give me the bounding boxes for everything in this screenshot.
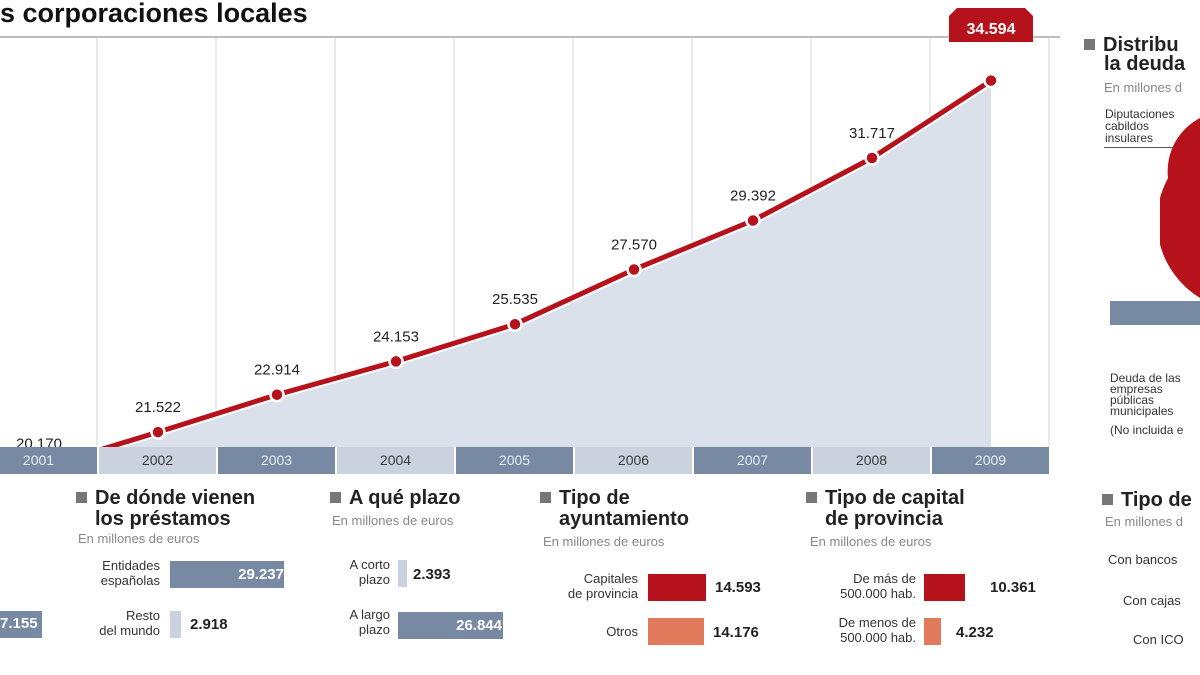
- prestamos-value-entidades: 29.237: [238, 566, 284, 583]
- data-label: 27.570: [611, 237, 657, 254]
- ayuntamiento-label-otros: Otros: [606, 624, 638, 639]
- capital-bar-menos: [924, 618, 941, 645]
- prestamos-label-resto: Resto del mundo: [99, 608, 160, 638]
- prestamos-bar-entidades: [170, 561, 284, 588]
- series-line: [100, 78, 993, 447]
- plazo-value-corto: 2.393: [413, 566, 451, 583]
- plazo-label-largo: A largo plazo: [349, 607, 390, 637]
- data-label: 29.392: [730, 188, 776, 205]
- data-label: 31.717: [849, 125, 895, 142]
- year-label: 2008: [813, 447, 930, 474]
- data-label: 24.153: [373, 328, 419, 345]
- data-point: [150, 424, 166, 440]
- bullet-square-icon: [806, 492, 817, 503]
- chart-top-rule: [0, 36, 1060, 38]
- bullet-square-icon: [1102, 494, 1113, 505]
- main-area-chart: 20.170 21.522 22.914 24.153 25.535 27.570 29.3…: [0, 8, 1050, 448]
- pie-slice: [1160, 118, 1200, 298]
- data-point: [745, 212, 761, 229]
- bullet-square-icon: [1084, 39, 1095, 50]
- bullet-square-icon: [330, 492, 341, 503]
- data-label: 21.522: [135, 399, 181, 416]
- plazo-label-corto: A corto plazo: [349, 557, 390, 587]
- year-label: 2007: [694, 447, 811, 474]
- capital-label-mas: De más de 500.000 hab.: [840, 571, 916, 601]
- ayuntamiento-bar-otros: [648, 618, 704, 645]
- panel-capital-subtitle: En millones de euros: [810, 534, 932, 549]
- right-bottom-row-bancos: Con bancos: [1108, 552, 1178, 567]
- capital-label-menos: De menos de 500.000 hab.: [838, 615, 916, 645]
- prestamos-label-entidades: Entidades españolas: [100, 558, 160, 588]
- capital-value-menos: 4.232: [956, 624, 994, 641]
- plazo-bar-corto: [398, 560, 407, 587]
- year-label: 2005: [456, 447, 573, 474]
- panel-capital-title: Tipo de capital de provincia: [806, 488, 965, 530]
- highlight-badge: [949, 8, 1033, 42]
- right-panel-pie: [1160, 118, 1200, 298]
- data-point: [626, 261, 642, 278]
- right-bottom-title: Tipo de: [1102, 490, 1192, 511]
- left-cut-value: 7.155: [0, 615, 38, 632]
- highlight-value: 34.594: [967, 21, 1016, 38]
- bullet-square-icon: [540, 492, 551, 503]
- bullet-square-icon: [76, 492, 87, 503]
- data-point: [983, 72, 999, 89]
- data-label: 22.914: [254, 362, 300, 379]
- panel-ayuntamiento-title: Tipo de ayuntamiento: [540, 488, 689, 530]
- capital-value-mas: 10.361: [990, 579, 1036, 596]
- right-panel-diputaciones-label: Diputaciones cabildos insulares: [1105, 107, 1175, 145]
- right-bottom-row-ico: Con ICO: [1133, 632, 1184, 647]
- right-panel-subtitle: En millones d: [1104, 80, 1183, 95]
- page-title: s corporaciones locales: [0, 0, 308, 28]
- year-label: 2001: [0, 447, 97, 474]
- year-label: 2003: [218, 447, 335, 474]
- data-point: [864, 150, 880, 166]
- panel-prestamos-title: De dónde vienen los préstamos: [76, 488, 255, 530]
- ayuntamiento-label-capitales: Capitales de provincia: [567, 571, 638, 601]
- year-label: 2002: [99, 447, 216, 474]
- right-panel-bar: [1110, 301, 1200, 325]
- data-label: 20.170: [16, 436, 62, 448]
- plazo-bar-largo: [398, 612, 503, 639]
- ayuntamiento-value-capitales: 14.593: [715, 579, 761, 596]
- year-label: 2004: [337, 447, 454, 474]
- data-label: 25.535: [492, 291, 538, 308]
- panel-plazo-title: A qué plazo: [330, 488, 460, 509]
- capital-bar-mas: [924, 574, 965, 601]
- data-point: [507, 316, 523, 332]
- right-panel-note: Deuda de las empresas públicas municipal…: [1110, 371, 1184, 437]
- year-label: 2009: [932, 447, 1049, 474]
- left-cut-bar: [0, 611, 42, 638]
- year-label: 2006: [575, 447, 692, 474]
- right-bottom-row-cajas: Con cajas: [1123, 593, 1181, 608]
- area-fill: [0, 80, 991, 447]
- right-panel-leader-line: [1104, 147, 1182, 148]
- right-bottom-subtitle: En millones d: [1105, 514, 1184, 529]
- right-panel-title: Distribu la deuda: [1084, 35, 1185, 74]
- ayuntamiento-bar-capitales: [648, 574, 706, 601]
- prestamos-bar-resto: [170, 611, 181, 638]
- year-axis: 2001 2002 2003 2004 2005 2006 2007 2008 2009: [0, 447, 1051, 474]
- panel-ayuntamiento-subtitle: En millones de euros: [543, 534, 665, 549]
- panel-prestamos-subtitle: En millones de euros: [78, 531, 200, 546]
- data-point: [388, 353, 404, 370]
- data-point: [269, 386, 285, 403]
- panel-plazo-subtitle: En millones de euros: [332, 513, 454, 528]
- plazo-value-largo: 26.844: [456, 617, 502, 634]
- prestamos-value-resto: 2.918: [190, 616, 228, 633]
- ayuntamiento-value-otros: 14.176: [713, 624, 759, 641]
